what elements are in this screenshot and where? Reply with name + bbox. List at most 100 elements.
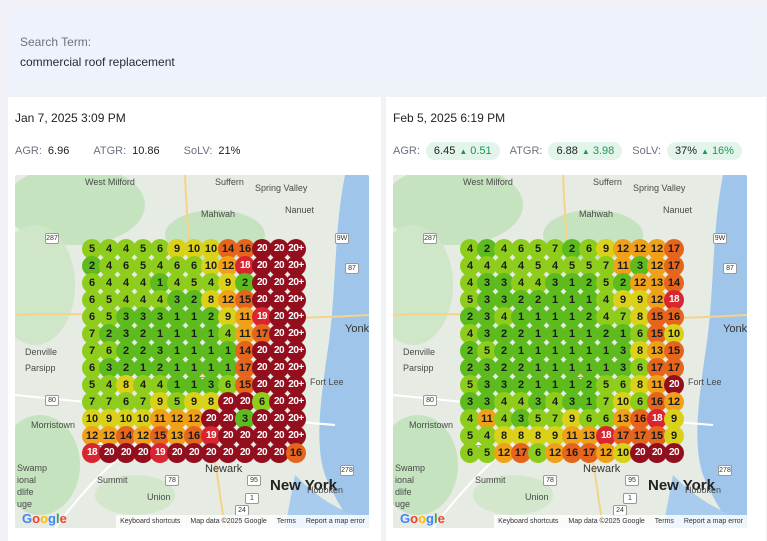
rank-cell[interactable]: 1 <box>579 290 599 310</box>
rank-cell[interactable]: 4 <box>494 256 514 276</box>
rank-cell[interactable]: 16 <box>184 426 204 446</box>
rank-cell[interactable]: 3 <box>460 392 480 412</box>
rank-cell[interactable]: 15 <box>150 426 170 446</box>
rank-cell[interactable]: 19 <box>252 307 272 327</box>
rank-cell[interactable]: 20 <box>235 426 255 446</box>
rank-cell[interactable]: 12 <box>218 256 238 276</box>
rank-cell[interactable]: 8 <box>511 426 531 446</box>
rank-cell[interactable]: 20+ <box>286 358 306 378</box>
rank-cell[interactable]: 3 <box>150 341 170 361</box>
rank-cell[interactable]: 1 <box>201 324 221 344</box>
rank-cell[interactable]: 7 <box>545 409 565 429</box>
rank-cell[interactable]: 5 <box>167 392 187 412</box>
keyboard-shortcuts-link[interactable]: Keyboard shortcuts <box>120 518 181 525</box>
rank-cell[interactable]: 17 <box>664 358 684 378</box>
rank-cell[interactable]: 1 <box>150 273 170 293</box>
rank-cell[interactable]: 6 <box>579 239 599 259</box>
rank-cell[interactable]: 9 <box>630 290 650 310</box>
rank-cell[interactable]: 4 <box>596 307 616 327</box>
rank-cell[interactable]: 6 <box>116 392 136 412</box>
rank-cell[interactable]: 3 <box>630 256 650 276</box>
rank-cell[interactable]: 1 <box>511 341 531 361</box>
rank-cell[interactable]: 8 <box>201 392 221 412</box>
rank-cell[interactable]: 3 <box>494 375 514 395</box>
rank-cell[interactable]: 20 <box>269 443 289 463</box>
rank-cell[interactable]: 11 <box>613 256 633 276</box>
rank-cell[interactable]: 2 <box>184 290 204 310</box>
rank-cell[interactable]: 12 <box>218 290 238 310</box>
rank-cell[interactable]: 17 <box>252 324 272 344</box>
rank-cell[interactable]: 6 <box>82 358 102 378</box>
rank-cell[interactable]: 17 <box>579 443 599 463</box>
report-map-error-link[interactable]: Report a map error <box>305 518 365 525</box>
rank-cell[interactable]: 20+ <box>286 375 306 395</box>
rank-cell[interactable]: 20 <box>218 426 238 446</box>
rank-cell[interactable]: 1 <box>167 341 187 361</box>
rank-cell[interactable]: 3 <box>477 392 497 412</box>
rank-cell[interactable]: 3 <box>477 273 497 293</box>
rank-grid-map[interactable]: West Milford Suffern Spring Valley Mahwah Na… <box>15 175 369 528</box>
rank-cell[interactable]: 6 <box>596 409 616 429</box>
rank-cell[interactable]: 5 <box>133 239 153 259</box>
rank-cell[interactable]: 2 <box>460 307 480 327</box>
rank-cell[interactable]: 7 <box>133 392 153 412</box>
rank-cell[interactable]: 1 <box>218 341 238 361</box>
rank-cell[interactable]: 11 <box>235 324 255 344</box>
rank-cell[interactable]: 5 <box>460 426 480 446</box>
rank-cell[interactable]: 6 <box>528 443 548 463</box>
rank-cell[interactable]: 17 <box>664 239 684 259</box>
rank-cell[interactable]: 1 <box>201 358 221 378</box>
rank-cell[interactable]: 11 <box>647 375 667 395</box>
rank-cell[interactable]: 1 <box>511 307 531 327</box>
rank-cell[interactable]: 12 <box>184 409 204 429</box>
rank-cell[interactable]: 4 <box>116 290 136 310</box>
rank-cell[interactable]: 15 <box>664 341 684 361</box>
report-map-error-link[interactable]: Report a map error <box>683 518 743 525</box>
rank-cell[interactable]: 7 <box>82 324 102 344</box>
rank-cell[interactable]: 20 <box>252 409 272 429</box>
rank-cell[interactable]: 1 <box>184 324 204 344</box>
rank-cell[interactable]: 6 <box>630 324 650 344</box>
rank-cell[interactable]: 20+ <box>286 426 306 446</box>
rank-cell[interactable]: 8 <box>201 290 221 310</box>
rank-cell[interactable]: 12 <box>647 290 667 310</box>
rank-cell[interactable]: 1 <box>184 307 204 327</box>
rank-cell[interactable]: 20 <box>664 443 684 463</box>
rank-cell[interactable]: 1 <box>613 324 633 344</box>
rank-cell[interactable]: 12 <box>647 256 667 276</box>
terms-link[interactable]: Terms <box>654 518 674 525</box>
rank-cell[interactable]: 6 <box>218 375 238 395</box>
rank-cell[interactable]: 12 <box>494 443 514 463</box>
rank-cell[interactable]: 2 <box>579 273 599 293</box>
rank-cell[interactable]: 7 <box>596 256 616 276</box>
rank-cell[interactable]: 12 <box>545 443 565 463</box>
rank-cell[interactable]: 4 <box>150 256 170 276</box>
rank-cell[interactable]: 1 <box>545 341 565 361</box>
rank-cell[interactable]: 5 <box>562 256 582 276</box>
rank-cell[interactable]: 20 <box>252 375 272 395</box>
rank-cell[interactable]: 17 <box>235 358 255 378</box>
rank-cell[interactable]: 8 <box>630 307 650 327</box>
rank-cell[interactable]: 5 <box>133 256 153 276</box>
rank-cell[interactable]: 6 <box>167 256 187 276</box>
rank-cell[interactable]: 15 <box>647 307 667 327</box>
rank-cell[interactable]: 10 <box>201 256 221 276</box>
rank-cell[interactable]: 1 <box>545 290 565 310</box>
rank-cell[interactable]: 2 <box>201 307 221 327</box>
rank-cell[interactable]: 16 <box>647 392 667 412</box>
rank-cell[interactable]: 2 <box>511 358 531 378</box>
rank-cell[interactable]: 2 <box>116 358 136 378</box>
rank-cell[interactable]: 2 <box>494 358 514 378</box>
rank-cell[interactable]: 18 <box>235 256 255 276</box>
rank-cell[interactable]: 3 <box>477 307 497 327</box>
rank-cell[interactable]: 7 <box>613 307 633 327</box>
rank-cell[interactable]: 4 <box>460 409 480 429</box>
rank-cell[interactable]: 20 <box>252 290 272 310</box>
rank-cell[interactable]: 11 <box>562 426 582 446</box>
rank-cell[interactable]: 9 <box>218 307 238 327</box>
rank-cell[interactable]: 10 <box>613 392 633 412</box>
rank-cell[interactable]: 16 <box>562 443 582 463</box>
rank-cell[interactable]: 20 <box>218 409 238 429</box>
rank-cell[interactable]: 13 <box>647 341 667 361</box>
rank-cell[interactable]: 12 <box>647 239 667 259</box>
